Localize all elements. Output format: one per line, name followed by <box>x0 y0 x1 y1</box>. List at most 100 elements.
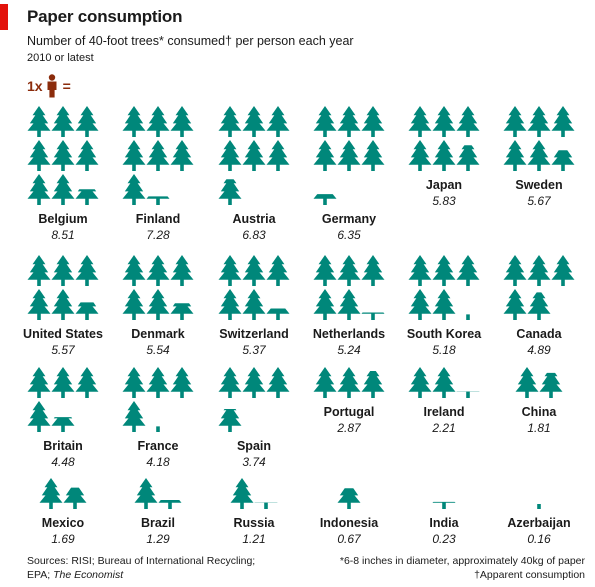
value-label-india: 0.23 <box>432 532 456 546</box>
tree-icon <box>218 106 242 137</box>
tree-icon <box>503 289 527 320</box>
trees-russia <box>230 478 278 509</box>
tree-icon <box>503 255 527 286</box>
country-label-indonesia: Indonesia <box>319 516 379 530</box>
country-label-india: India <box>429 516 459 530</box>
tree-icon <box>27 255 51 286</box>
tree-icon <box>230 478 254 509</box>
country-label-russia: Russia <box>233 516 275 530</box>
country-label-south-korea: South Korea <box>406 327 482 341</box>
trees-sweden <box>503 106 575 171</box>
value-label-brazil: 1.29 <box>146 532 170 546</box>
tree-icon <box>551 150 575 171</box>
trees-belgium <box>27 106 99 205</box>
tree-icon <box>75 367 99 398</box>
value-label-denmark: 5.54 <box>146 343 170 357</box>
tree-icon <box>218 179 242 205</box>
country-label-finland: Finland <box>135 212 181 226</box>
country-label-sweden: Sweden <box>515 178 563 192</box>
trees-mexico <box>39 478 87 509</box>
tree-icon <box>432 140 456 171</box>
tree-icon <box>122 289 146 320</box>
tree-icon <box>27 174 51 205</box>
trees-ireland <box>408 367 480 398</box>
country-label-france: France <box>137 439 179 453</box>
legend-equals: = <box>62 78 71 94</box>
tree-icon <box>254 502 278 509</box>
tree-icon <box>337 488 361 509</box>
tree-icon <box>432 289 456 320</box>
chart-subtitle: Number of 40-foot trees* consumed† per p… <box>27 34 354 48</box>
tree-icon <box>242 367 266 398</box>
tree-icon <box>456 255 480 286</box>
tree-icon <box>527 255 551 286</box>
trees-indonesia <box>337 488 361 509</box>
tree-icon <box>503 140 527 171</box>
tree-icon <box>361 255 385 286</box>
tree-icon <box>432 501 456 509</box>
tree-icon <box>51 106 75 137</box>
tree-icon <box>337 106 361 137</box>
value-label-china: 1.81 <box>527 421 551 435</box>
person-icon <box>47 74 57 98</box>
legend-key: 1x = <box>27 72 71 100</box>
tree-icon <box>27 140 51 171</box>
tree-icon <box>266 367 290 398</box>
tree-icon <box>122 174 146 205</box>
sources-publisher: The Economist <box>53 569 124 581</box>
value-label-spain: 3.74 <box>242 455 266 469</box>
value-label-indonesia: 0.67 <box>337 532 361 546</box>
value-label-south-korea: 5.18 <box>432 343 456 357</box>
trees-azerbaijan <box>537 504 541 509</box>
tree-icon <box>313 255 337 286</box>
value-label-belgium: 8.51 <box>51 228 75 242</box>
tree-icon <box>218 367 242 398</box>
tree-icon <box>146 140 170 171</box>
tree-icon <box>27 106 51 137</box>
tree-icon <box>515 367 539 398</box>
tree-icon <box>51 255 75 286</box>
country-label-denmark: Denmark <box>131 327 185 341</box>
value-label-switzerland: 5.37 <box>242 343 266 357</box>
tree-icon <box>408 367 432 398</box>
country-label-canada: Canada <box>516 327 562 341</box>
tree-icon <box>432 255 456 286</box>
tree-icon <box>39 478 63 509</box>
sources-line-2: EPA; The Economist <box>27 568 255 582</box>
trees-japan <box>408 106 480 171</box>
value-label-france: 4.18 <box>146 455 170 469</box>
country-label-netherlands: Netherlands <box>312 327 386 341</box>
country-label-austria: Austria <box>232 212 276 226</box>
tree-icon <box>158 500 182 509</box>
tree-icon <box>266 308 290 320</box>
trees-denmark <box>122 255 194 320</box>
trees-netherlands <box>313 255 385 320</box>
trees-united-states <box>27 255 99 320</box>
trees-spain <box>218 367 290 432</box>
trees-france <box>122 367 194 432</box>
sources-line-1: Sources: RISI; Bureau of International R… <box>27 555 256 567</box>
tree-icon <box>51 174 75 205</box>
tree-icon <box>551 106 575 137</box>
tree-icon <box>408 255 432 286</box>
value-label-germany: 6.35 <box>337 228 361 242</box>
tree-icon <box>456 145 480 171</box>
value-label-austria: 6.83 <box>242 228 266 242</box>
trees-india <box>432 501 456 509</box>
country-label-mexico: Mexico <box>41 516 85 530</box>
tree-icon <box>122 367 146 398</box>
tree-icon <box>218 140 242 171</box>
tree-icon <box>122 140 146 171</box>
tree-icon <box>361 371 385 398</box>
tree-icon <box>503 106 527 137</box>
tree-icon <box>432 106 456 137</box>
footnotes: *6-8 inches in diameter, approximately 4… <box>340 554 585 582</box>
tree-icon <box>313 367 337 398</box>
footnote-diameter: *6-8 inches in diameter, approximately 4… <box>339 555 585 567</box>
country-label-spain: Spain <box>236 439 272 453</box>
tree-icon <box>27 401 51 432</box>
country-label-azerbaijan: Azerbaijan <box>507 516 571 530</box>
tree-icon <box>170 140 194 171</box>
tree-icon <box>75 189 99 205</box>
tree-icon <box>266 255 290 286</box>
